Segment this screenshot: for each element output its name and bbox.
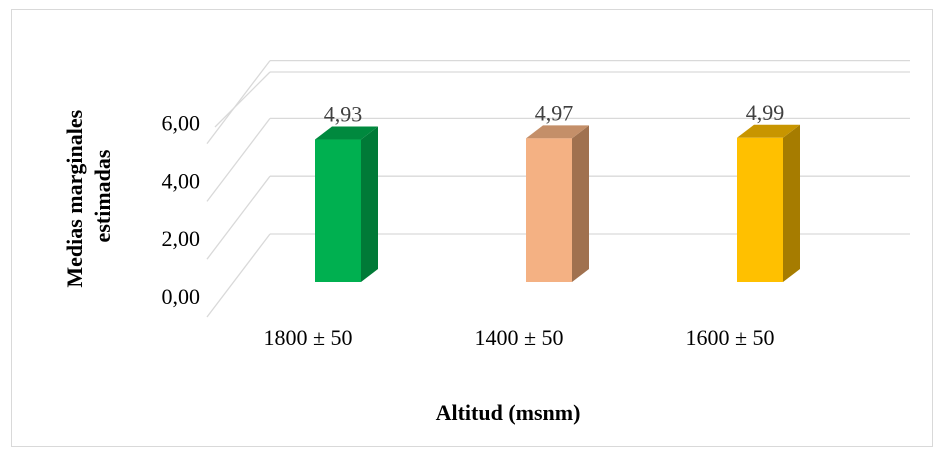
x-tick-labels: 1800 ± 50 1400 ± 50 1600 ± 50 — [263, 325, 774, 350]
bars — [315, 124, 800, 282]
x-tick-label: 1800 ± 50 — [263, 325, 352, 350]
data-label: 4,97 — [535, 100, 574, 125]
y-tick-label: 2,00 — [162, 226, 201, 251]
y-tick-labels: 0,00 2,00 4,00 6,00 — [162, 111, 201, 309]
y-axis-title: Medias marginales estimadas — [62, 104, 115, 287]
data-label: 4,99 — [746, 100, 785, 125]
bar-front — [737, 137, 783, 282]
bar-side — [361, 126, 378, 282]
gridline-floor-0 — [206, 233, 271, 318]
bar-top — [526, 125, 589, 139]
bar — [737, 124, 800, 282]
bar-side — [572, 125, 589, 282]
y-tick-label: 0,00 — [162, 284, 201, 309]
gridline-floor-2 — [206, 118, 271, 202]
gridline-floor-3 — [206, 60, 271, 144]
y-tick-label: 4,00 — [162, 168, 201, 193]
bar-front — [315, 139, 361, 282]
bar-side — [783, 124, 800, 282]
x-axis-title: Altitud (msnm) — [436, 400, 581, 425]
gridline-floor-1 — [206, 175, 271, 260]
gridline-floor-top — [214, 71, 271, 128]
data-labels: 4,93 4,97 4,99 — [324, 100, 785, 127]
bar — [315, 126, 378, 282]
bar-top — [315, 126, 378, 140]
y-axis-title-line-2: estimadas — [90, 149, 115, 242]
bar-top — [737, 124, 800, 138]
bar-front — [526, 138, 572, 282]
bar — [526, 125, 589, 282]
x-tick-label: 1600 ± 50 — [685, 325, 774, 350]
y-tick-label: 6,00 — [162, 111, 201, 136]
y-axis-title-line-1: Medias marginales — [62, 109, 87, 287]
x-tick-label: 1400 ± 50 — [474, 325, 563, 350]
data-label: 4,93 — [324, 102, 363, 127]
